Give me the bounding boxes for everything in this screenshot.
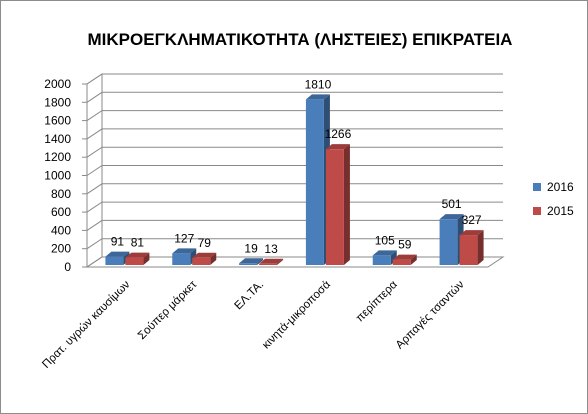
- y-tick-label: 400: [51, 223, 71, 237]
- bar-top: [105, 251, 130, 257]
- bar-2015-0: [125, 252, 150, 265]
- gridline: [86, 219, 503, 231]
- bar-side: [143, 252, 150, 265]
- data-label: 91: [111, 235, 125, 249]
- gridline: [86, 110, 503, 122]
- bar-front: [172, 253, 191, 265]
- gridline: [86, 91, 503, 103]
- legend-item-2016: 2016: [533, 180, 574, 194]
- bar-2016-1: [172, 248, 197, 265]
- bar-2015-2: [259, 258, 284, 265]
- gridline: [86, 201, 503, 213]
- bar-front: [105, 256, 124, 265]
- data-label: 501: [442, 197, 462, 211]
- bar-top: [305, 94, 330, 100]
- bar-front: [125, 257, 144, 265]
- y-tick-label: 200: [51, 242, 71, 256]
- data-label: 79: [198, 236, 212, 250]
- gridlines: [86, 73, 503, 268]
- y-tick-label: 1800: [44, 95, 71, 109]
- y-axis-ticks: 0 200 400 600 800 1000 1200 1400 1600 1800 2000: [44, 77, 88, 274]
- bar-top: [172, 248, 197, 254]
- bar-2015-5: [459, 230, 484, 265]
- y-tick-label: 800: [51, 187, 71, 201]
- category-label: Αρπαγές τσαντών: [394, 278, 467, 351]
- bar-side: [477, 230, 484, 265]
- bar-2016-2: [239, 258, 264, 265]
- bar-front: [439, 219, 458, 265]
- data-label: 1810: [305, 77, 332, 91]
- data-label: 81: [131, 236, 145, 250]
- legend-swatch: [533, 183, 541, 191]
- y-tick-label: 1200: [44, 150, 71, 164]
- y-tick-label: 600: [51, 205, 71, 219]
- bar-2015-1: [192, 252, 217, 265]
- data-label: 127: [174, 231, 194, 245]
- data-label: 13: [264, 242, 278, 256]
- data-label: 59: [398, 238, 412, 252]
- bar-side: [390, 250, 397, 265]
- gridline: [86, 73, 503, 85]
- data-label: 1266: [325, 127, 352, 141]
- bar-front: [325, 149, 344, 265]
- bars: [105, 94, 484, 265]
- gridline: [86, 256, 503, 268]
- bar-2015-3: [325, 144, 350, 265]
- data-label: 327: [462, 213, 482, 227]
- bar-side: [410, 254, 417, 265]
- y-tick-label: 1000: [44, 169, 71, 183]
- data-label: 105: [375, 233, 395, 247]
- y-tick-label: 1400: [44, 132, 71, 146]
- legend-label: 2016: [547, 180, 574, 194]
- bar-front: [259, 263, 278, 265]
- bar-top: [259, 258, 284, 264]
- x-axis-categories: Πρατ. υγρών καυσίμων Σούπερ μάρκετ ΕΛ.ΤΑ.κ…: [40, 278, 467, 371]
- bar-side: [277, 258, 284, 265]
- category-label: Σούπερ μάρκετ: [136, 278, 200, 342]
- legend-item-2015: 2015: [533, 204, 574, 218]
- bar-top: [372, 250, 397, 256]
- bar-front: [372, 255, 391, 265]
- bar-side: [343, 144, 350, 265]
- bar-top: [239, 258, 264, 264]
- bar-side: [210, 252, 217, 265]
- bar-top: [192, 252, 217, 258]
- bar-front: [305, 99, 324, 265]
- category-label: κινητά-μικροποσά: [260, 278, 333, 351]
- bar-top: [325, 144, 350, 150]
- y-tick-label: 1600: [44, 114, 71, 128]
- bar-front: [392, 259, 411, 265]
- gridline: [86, 128, 503, 140]
- bar-2016-4: [372, 250, 397, 265]
- data-label: 19: [244, 241, 258, 255]
- bar-2015-4: [392, 254, 417, 265]
- bar-top: [439, 214, 464, 220]
- y-tick-label: 0: [64, 260, 71, 274]
- bar-front: [239, 263, 258, 265]
- category-label: Πρατ. υγρών καυσίμων: [40, 278, 132, 370]
- legend-swatch: [533, 207, 541, 215]
- legend-label: 2015: [547, 204, 574, 218]
- gridline: [86, 146, 503, 158]
- bar-side: [257, 258, 264, 265]
- gridline: [86, 165, 503, 176]
- bar-front: [459, 235, 478, 265]
- gridline: [86, 238, 503, 250]
- gridline: [86, 183, 503, 195]
- legend: 2016 2015: [533, 180, 574, 218]
- category-label: ΕΛ.ΤΑ.: [233, 279, 267, 313]
- bar-front: [192, 257, 211, 265]
- category-label: περίπτερα: [354, 278, 400, 324]
- bar-top: [392, 254, 417, 260]
- chart-title: ΜΙΚΡΟΕΓΚΛΗΜΑΤΙΚΟΤΗΤΑ (ΛΗΣΤΕΙΕΣ) ΕΠΙΚΡΑΤΕ…: [88, 30, 513, 49]
- bar-top: [125, 252, 150, 258]
- bar-top: [459, 230, 484, 236]
- y-tick-label: 2000: [44, 77, 71, 91]
